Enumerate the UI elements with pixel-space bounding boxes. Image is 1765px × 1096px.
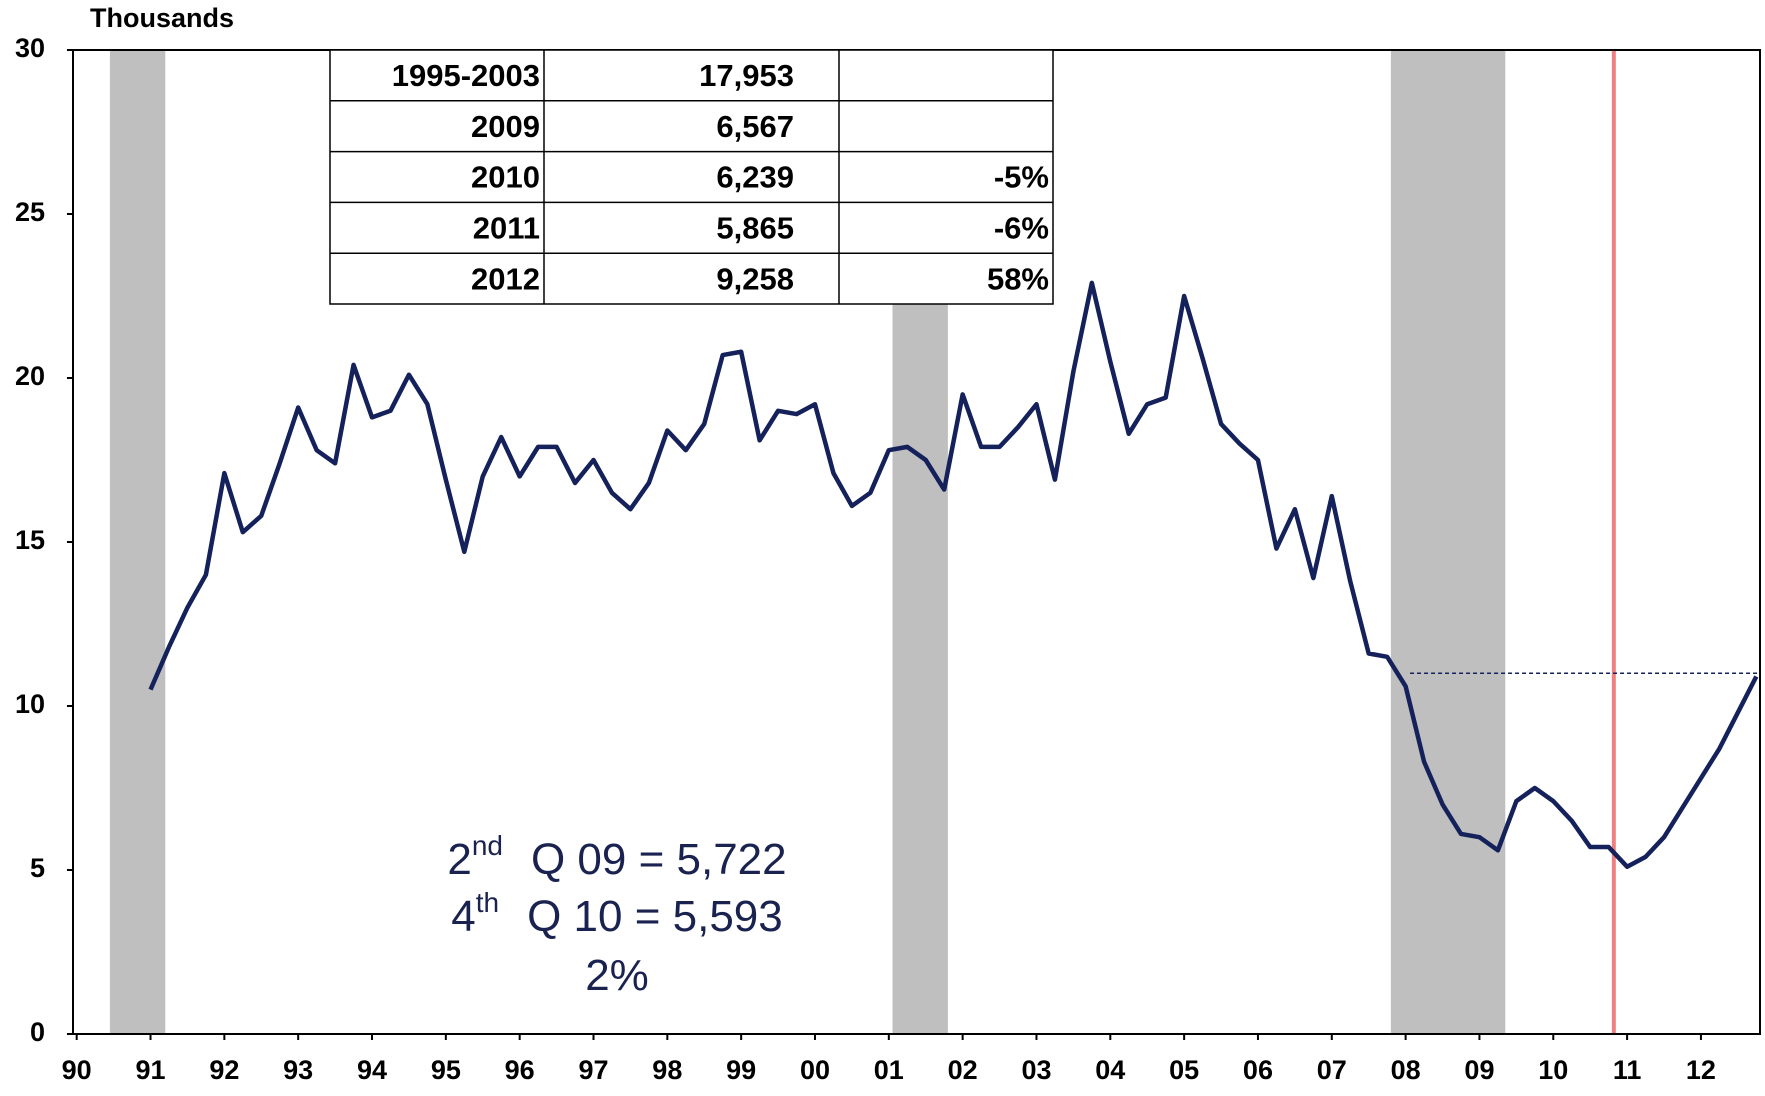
annotation-text: Q 10 = 5,593 <box>527 892 783 941</box>
annotation: 2nd Q 09 = 5,722 <box>447 830 786 883</box>
table-cell: 6,567 <box>716 109 794 144</box>
table-cell: 2012 <box>471 261 540 296</box>
y-tick-label: 10 <box>15 689 45 719</box>
x-tick-label: 99 <box>726 1055 756 1085</box>
table-cell: 2011 <box>473 211 540 246</box>
x-tick-label: 98 <box>652 1055 682 1085</box>
x-tick-label: 04 <box>1095 1055 1125 1085</box>
table-cell: 5,865 <box>716 211 794 246</box>
table-cell: 9,258 <box>716 261 794 296</box>
x-tick-label: 02 <box>948 1055 978 1085</box>
data-line <box>148 280 1759 869</box>
x-tick-label: 93 <box>283 1055 313 1085</box>
x-tick-label: 05 <box>1169 1055 1199 1085</box>
x-tick-label: 11 <box>1613 1055 1642 1085</box>
table-cell: 2010 <box>471 160 540 195</box>
y-axis-label: Thousands <box>90 3 234 33</box>
table-cell: 1995-2003 <box>392 58 540 93</box>
x-tick-label: 00 <box>800 1055 830 1085</box>
x-tick-label: 06 <box>1243 1055 1273 1085</box>
x-tick-label: 97 <box>578 1055 608 1085</box>
x-tick-label: 03 <box>1021 1055 1051 1085</box>
x-tick-label: 08 <box>1391 1055 1421 1085</box>
table-cell: -5% <box>994 160 1049 195</box>
table-cell: 58% <box>987 261 1049 296</box>
table-cell: -6% <box>994 211 1049 246</box>
x-tick-label: 91 <box>135 1055 165 1085</box>
table-cell: 17,953 <box>699 58 794 93</box>
annotation-text: Q 09 = 5,722 <box>531 835 787 884</box>
table-cell: 2009 <box>471 109 540 144</box>
annotation-text: 2% <box>585 951 649 1000</box>
x-tick-label: 96 <box>505 1055 535 1085</box>
table-cell: 6,239 <box>716 160 794 195</box>
x-tick-label: 90 <box>62 1055 92 1085</box>
annotation-number: 4 <box>451 892 475 941</box>
x-tick-label: 95 <box>431 1055 461 1085</box>
y-tick-label: 15 <box>15 525 45 555</box>
annotation-number: 2 <box>447 835 471 884</box>
y-tick-label: 25 <box>15 197 45 227</box>
y-tick-label: 30 <box>15 33 45 63</box>
x-tick-label: 10 <box>1538 1055 1568 1085</box>
annotation: 2% <box>585 951 649 1000</box>
annotation-suffix: th <box>476 887 499 918</box>
x-tick-label: 12 <box>1686 1055 1716 1085</box>
shaded-period <box>1390 50 1506 1034</box>
x-tick-label: 09 <box>1464 1055 1494 1085</box>
x-tick-label: 94 <box>357 1055 387 1085</box>
table-bg <box>329 49 1054 305</box>
y-tick-label: 5 <box>30 853 45 883</box>
annotation: 4th Q 10 = 5,593 <box>451 887 783 940</box>
y-tick-label: 20 <box>15 361 45 391</box>
data-table: 1995-2003 17,953 2009 6,567 2010 6,239 -5% 2011… <box>329 49 1054 305</box>
shaded-period <box>109 50 166 1034</box>
annotation-suffix: nd <box>472 830 503 861</box>
x-tick-label: 92 <box>209 1055 239 1085</box>
x-tick-label: 07 <box>1317 1055 1347 1085</box>
y-tick-label: 0 <box>30 1017 45 1047</box>
x-tick-label: 01 <box>874 1055 904 1085</box>
